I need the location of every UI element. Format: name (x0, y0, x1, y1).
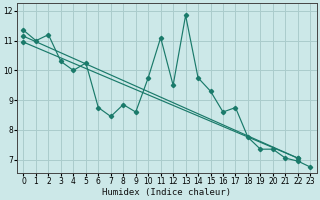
X-axis label: Humidex (Indice chaleur): Humidex (Indice chaleur) (102, 188, 231, 197)
